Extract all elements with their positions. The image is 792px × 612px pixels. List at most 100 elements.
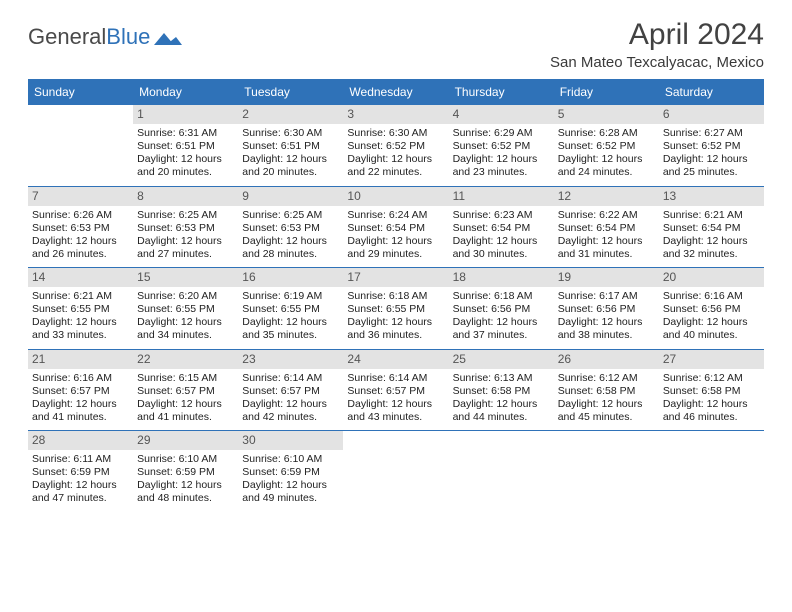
sunrise-text: Sunrise: 6:22 AM: [558, 209, 655, 222]
sunrise-text: Sunrise: 6:30 AM: [347, 127, 444, 140]
day-number: 6: [659, 105, 764, 124]
day-number: 9: [238, 187, 343, 206]
daylight-text: Daylight: 12 hours and 37 minutes.: [453, 316, 550, 342]
day-cell: 28Sunrise: 6:11 AMSunset: 6:59 PMDayligh…: [28, 431, 133, 512]
daylight-text: Daylight: 12 hours and 38 minutes.: [558, 316, 655, 342]
day-cell: 20Sunrise: 6:16 AMSunset: 6:56 PMDayligh…: [659, 268, 764, 349]
day-header: Tuesday: [238, 81, 343, 104]
day-number: 11: [449, 187, 554, 206]
sunrise-text: Sunrise: 6:12 AM: [663, 372, 760, 385]
sunset-text: Sunset: 6:53 PM: [137, 222, 234, 235]
daylight-text: Daylight: 12 hours and 31 minutes.: [558, 235, 655, 261]
day-number: 1: [133, 105, 238, 124]
daylight-text: Daylight: 12 hours and 41 minutes.: [32, 398, 129, 424]
daylight-text: Daylight: 12 hours and 46 minutes.: [663, 398, 760, 424]
day-number: 30: [238, 431, 343, 450]
sunset-text: Sunset: 6:56 PM: [453, 303, 550, 316]
day-number: 7: [28, 187, 133, 206]
sunrise-text: Sunrise: 6:13 AM: [453, 372, 550, 385]
day-cell: 18 Sunrise: 6:18 AMSunset: 6:56 PMDayligh…: [449, 268, 554, 349]
daylight-text: Daylight: 12 hours and 25 minutes.: [663, 153, 760, 179]
daylight-text: Daylight: 12 hours and 34 minutes.: [137, 316, 234, 342]
sunset-text: Sunset: 6:57 PM: [32, 385, 129, 398]
day-number: 21: [28, 350, 133, 369]
day-cell: 21Sunrise: 6:16 AMSunset: 6:57 PMDayligh…: [28, 350, 133, 431]
daylight-text: Daylight: 12 hours and 28 minutes.: [242, 235, 339, 261]
sunset-text: Sunset: 6:54 PM: [558, 222, 655, 235]
day-number: 26: [554, 350, 659, 369]
sunset-text: Sunset: 6:59 PM: [137, 466, 234, 479]
page-title: April 2024: [550, 18, 764, 52]
daylight-text: Daylight: 12 hours and 47 minutes.: [32, 479, 129, 505]
day-cell: 0: [28, 105, 133, 186]
sunrise-text: Sunrise: 6:11 AM: [32, 453, 129, 466]
sunrise-text: Sunrise: 6:29 AM: [453, 127, 550, 140]
daylight-text: Daylight: 12 hours and 45 minutes.: [558, 398, 655, 424]
daylight-text: Daylight: 12 hours and 32 minutes.: [663, 235, 760, 261]
day-number: 8: [133, 187, 238, 206]
week-row: 28Sunrise: 6:11 AMSunset: 6:59 PMDayligh…: [28, 430, 764, 512]
daylight-text: Daylight: 12 hours and 41 minutes.: [137, 398, 234, 424]
day-cell: 3Sunrise: 6:30 AMSunset: 6:52 PMDaylight…: [343, 105, 448, 186]
day-cell: 8 Sunrise: 6:25 AMSunset: 6:53 PMDaylight…: [133, 187, 238, 268]
day-cell: 0: [449, 431, 554, 512]
day-number: 25: [449, 350, 554, 369]
sunset-text: Sunset: 6:54 PM: [663, 222, 760, 235]
calendar-page: GeneralBlue April 2024 San Mateo Texcaly…: [0, 0, 792, 512]
day-cell: 0: [659, 431, 764, 512]
logo-text-part1: General: [28, 24, 106, 50]
sunrise-text: Sunrise: 6:18 AM: [453, 290, 550, 303]
sunset-text: Sunset: 6:56 PM: [663, 303, 760, 316]
day-number: 14: [28, 268, 133, 287]
day-number: 12: [554, 187, 659, 206]
logo: GeneralBlue: [28, 18, 182, 50]
day-number: 27: [659, 350, 764, 369]
day-header: Monday: [133, 81, 238, 104]
sunrise-text: Sunrise: 6:14 AM: [347, 372, 444, 385]
day-number: 24: [343, 350, 448, 369]
day-number: 20: [659, 268, 764, 287]
daylight-text: Daylight: 12 hours and 30 minutes.: [453, 235, 550, 261]
daylight-text: Daylight: 12 hours and 43 minutes.: [347, 398, 444, 424]
daylight-text: Daylight: 12 hours and 20 minutes.: [137, 153, 234, 179]
sunset-text: Sunset: 6:55 PM: [347, 303, 444, 316]
sunset-text: Sunset: 6:52 PM: [663, 140, 760, 153]
sunrise-text: Sunrise: 6:25 AM: [242, 209, 339, 222]
day-cell: 1Sunrise: 6:31 AMSunset: 6:51 PMDaylight…: [133, 105, 238, 186]
sunset-text: Sunset: 6:59 PM: [32, 466, 129, 479]
daylight-text: Daylight: 12 hours and 44 minutes.: [453, 398, 550, 424]
sunrise-text: Sunrise: 6:15 AM: [137, 372, 234, 385]
day-cell: 15Sunrise: 6:20 AMSunset: 6:55 PMDayligh…: [133, 268, 238, 349]
daylight-text: Daylight: 12 hours and 48 minutes.: [137, 479, 234, 505]
daylight-text: Daylight: 12 hours and 27 minutes.: [137, 235, 234, 261]
sunrise-text: Sunrise: 6:30 AM: [242, 127, 339, 140]
day-number: 19: [554, 268, 659, 287]
sunrise-text: Sunrise: 6:31 AM: [137, 127, 234, 140]
sunset-text: Sunset: 6:58 PM: [453, 385, 550, 398]
sunset-text: Sunset: 6:52 PM: [453, 140, 550, 153]
day-number: 18: [449, 268, 554, 287]
sunset-text: Sunset: 6:59 PM: [242, 466, 339, 479]
day-cell: 26Sunrise: 6:12 AMSunset: 6:58 PMDayligh…: [554, 350, 659, 431]
day-cell: 19Sunrise: 6:17 AMSunset: 6:56 PMDayligh…: [554, 268, 659, 349]
sunset-text: Sunset: 6:57 PM: [137, 385, 234, 398]
day-cell: 10Sunrise: 6:24 AMSunset: 6:54 PMDayligh…: [343, 187, 448, 268]
sunrise-text: Sunrise: 6:14 AM: [242, 372, 339, 385]
daylight-text: Daylight: 12 hours and 23 minutes.: [453, 153, 550, 179]
sunset-text: Sunset: 6:55 PM: [32, 303, 129, 316]
sunset-text: Sunset: 6:55 PM: [137, 303, 234, 316]
sunset-text: Sunset: 6:52 PM: [558, 140, 655, 153]
sunrise-text: Sunrise: 6:25 AM: [137, 209, 234, 222]
day-number: 4: [449, 105, 554, 124]
daylight-text: Daylight: 12 hours and 33 minutes.: [32, 316, 129, 342]
day-cell: 13Sunrise: 6:21 AMSunset: 6:54 PMDayligh…: [659, 187, 764, 268]
day-cell: 17Sunrise: 6:18 AMSunset: 6:55 PMDayligh…: [343, 268, 448, 349]
sunrise-text: Sunrise: 6:10 AM: [242, 453, 339, 466]
day-cell: 29Sunrise: 6:10 AMSunset: 6:59 PMDayligh…: [133, 431, 238, 512]
day-cell: 27Sunrise: 6:12 AMSunset: 6:58 PMDayligh…: [659, 350, 764, 431]
sunset-text: Sunset: 6:51 PM: [242, 140, 339, 153]
day-number: 23: [238, 350, 343, 369]
sunrise-text: Sunrise: 6:10 AM: [137, 453, 234, 466]
header-row: GeneralBlue April 2024 San Mateo Texcaly…: [28, 18, 764, 77]
sunrise-text: Sunrise: 6:24 AM: [347, 209, 444, 222]
